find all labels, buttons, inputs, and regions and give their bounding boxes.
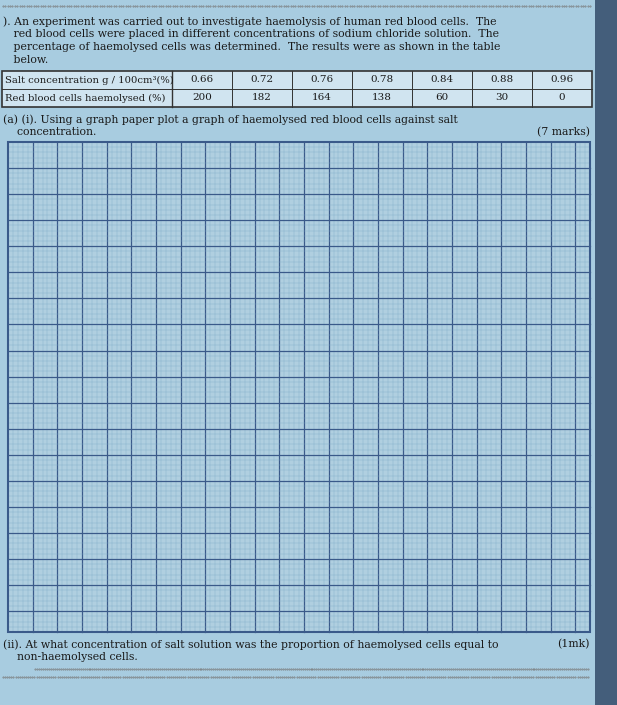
- Text: 138: 138: [372, 94, 392, 102]
- Text: non-haemolysed cells.: non-haemolysed cells.: [3, 652, 138, 662]
- Text: 182: 182: [252, 94, 272, 102]
- Bar: [595, 0, 617, 705]
- Text: 0.96: 0.96: [550, 75, 574, 85]
- Text: 0: 0: [558, 94, 565, 102]
- Text: percentage of haemolysed cells was determined.  The results were as shown in the: percentage of haemolysed cells was deter…: [3, 42, 500, 52]
- Text: Red blood cells haemolysed (%): Red blood cells haemolysed (%): [5, 94, 165, 102]
- Bar: [2, 71, 592, 107]
- Text: concentration.: concentration.: [3, 127, 96, 137]
- Text: red blood cells were placed in different concentrations of sodium chloride solut: red blood cells were placed in different…: [3, 29, 499, 39]
- Text: ). An experiment was carried out to investigate haemolysis of human red blood ce: ). An experiment was carried out to inve…: [3, 16, 497, 27]
- Text: 0.66: 0.66: [191, 75, 213, 85]
- Text: (a) (i). Using a graph paper plot a graph of haemolysed red blood cells against : (a) (i). Using a graph paper plot a grap…: [3, 114, 458, 125]
- Text: 0.76: 0.76: [310, 75, 334, 85]
- Text: (7 marks): (7 marks): [537, 127, 590, 137]
- Text: 0.84: 0.84: [431, 75, 453, 85]
- Text: below.: below.: [3, 55, 48, 65]
- Text: 30: 30: [495, 94, 508, 102]
- Text: (ii). At what concentration of salt solution was the proportion of haemolysed ce: (ii). At what concentration of salt solu…: [3, 639, 499, 649]
- Text: 164: 164: [312, 94, 332, 102]
- Text: 0.72: 0.72: [251, 75, 273, 85]
- Text: 60: 60: [436, 94, 449, 102]
- Bar: [8, 142, 590, 632]
- Text: 0.78: 0.78: [370, 75, 394, 85]
- Text: (1mk): (1mk): [558, 639, 590, 649]
- Text: 200: 200: [192, 94, 212, 102]
- Bar: [8, 142, 590, 632]
- Bar: [2, 71, 592, 107]
- Text: 0.88: 0.88: [491, 75, 513, 85]
- Text: Salt concentration g / 100cm³(%): Salt concentration g / 100cm³(%): [5, 75, 174, 85]
